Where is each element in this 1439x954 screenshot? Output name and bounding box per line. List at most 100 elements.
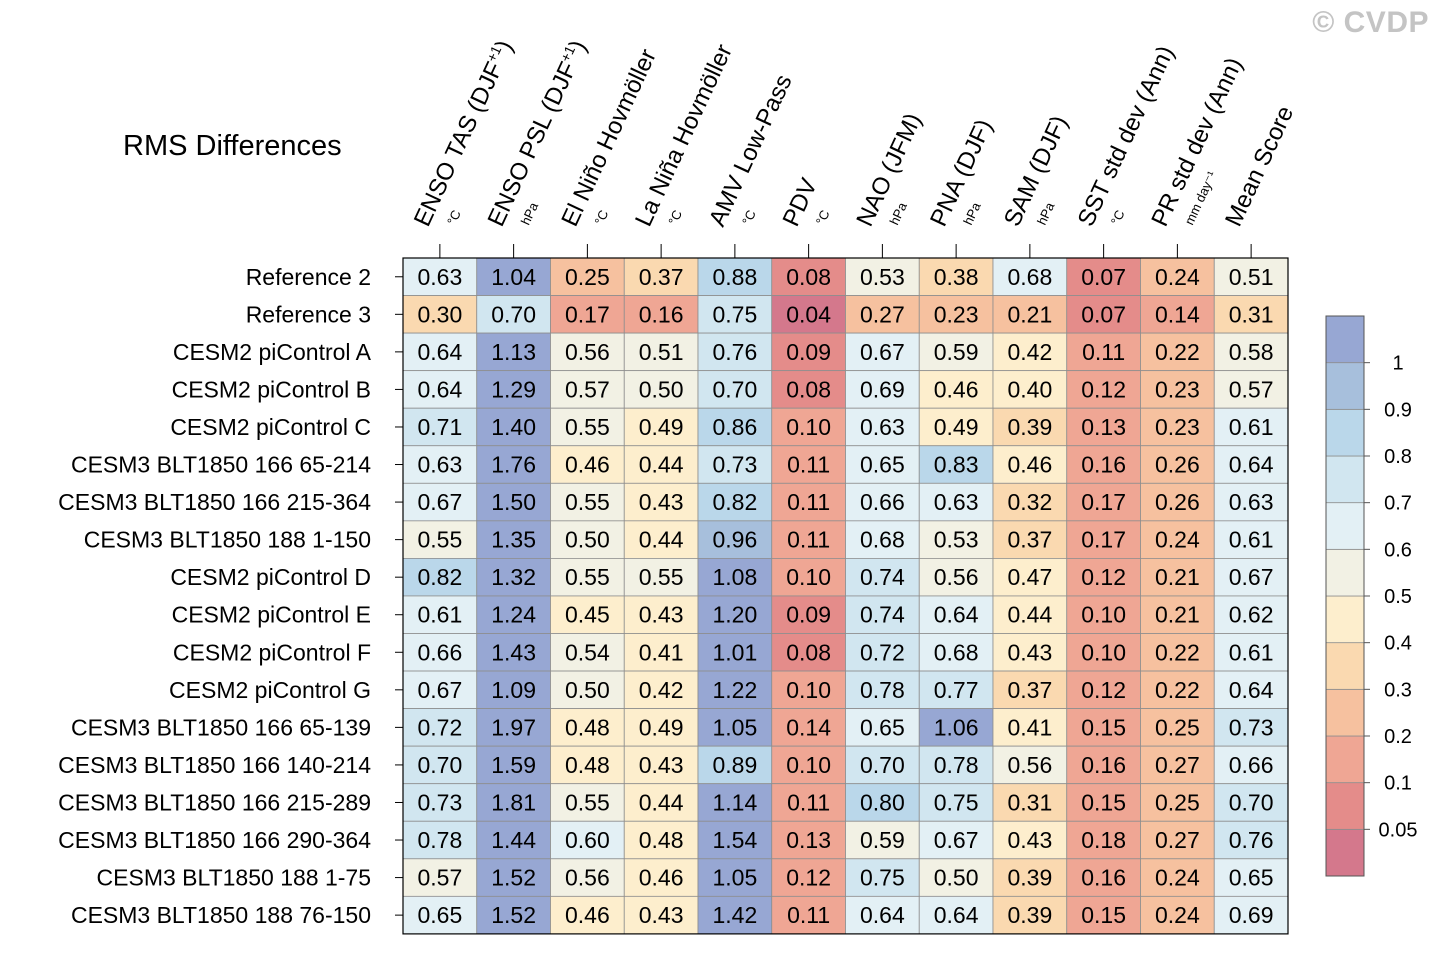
heatmap-cell — [1066, 895, 1141, 935]
heatmap-cell — [1066, 858, 1141, 897]
cell-value: 0.27 — [1155, 752, 1200, 778]
heatmap-cell — [918, 445, 994, 484]
heatmap-cell — [697, 295, 773, 334]
row-label: CESM3 BLT1850 166 215-289 — [58, 789, 371, 815]
heatmap-cell — [771, 370, 846, 409]
heatmap-cell — [992, 820, 1068, 860]
heatmap-cell — [402, 633, 478, 672]
heatmap-cell — [1066, 257, 1141, 296]
colorbar-swatch — [1325, 642, 1365, 690]
colorbar-swatch — [1325, 548, 1365, 597]
cell-value: 0.53 — [860, 264, 905, 290]
cell-value: 0.64 — [860, 902, 905, 928]
cell-value: 0.60 — [565, 827, 610, 853]
cell-value: 0.73 — [712, 452, 757, 478]
cell-value: 0.10 — [786, 564, 831, 590]
cell-value: 0.73 — [1229, 714, 1274, 740]
cell-value: 1.54 — [712, 827, 757, 853]
colorbar-label: 0.4 — [1384, 633, 1412, 655]
cell-value: 0.75 — [860, 865, 905, 891]
heatmap-cell — [697, 820, 773, 860]
heatmap-cell — [771, 257, 846, 296]
cell-value: 0.78 — [860, 677, 905, 703]
cell-value: 0.63 — [1229, 489, 1274, 515]
heatmap-cell — [476, 520, 551, 559]
heatmap-cell — [476, 820, 551, 860]
cell-value: 0.57 — [417, 865, 462, 891]
chart-title: RMS Differences — [123, 130, 342, 162]
cell-value: 0.54 — [565, 639, 610, 665]
cell-value: 0.44 — [639, 789, 684, 815]
heatmap-cell — [1066, 708, 1141, 747]
heatmap-cell — [1140, 445, 1215, 484]
cell-value: 0.69 — [860, 376, 905, 402]
heatmap-cell — [697, 257, 773, 296]
cell-value: 0.86 — [712, 414, 757, 440]
heatmap-cell — [1213, 445, 1289, 484]
cell-value: 1.20 — [712, 602, 757, 628]
heatmap-cell — [623, 595, 699, 634]
heatmap-cell — [476, 295, 551, 334]
cell-value: 1.22 — [712, 677, 757, 703]
cell-value: 0.56 — [1007, 752, 1052, 778]
heatmap-cell — [402, 295, 478, 334]
colorbar-label: 0.9 — [1384, 399, 1412, 421]
cell-value: 0.43 — [1007, 827, 1052, 853]
cell-value: 0.66 — [417, 639, 462, 665]
heatmap-cell — [402, 708, 478, 747]
column-label: Mean Score — [1220, 102, 1299, 231]
row-label: CESM3 BLT1850 166 215-364 — [58, 489, 371, 515]
cell-value: 1.04 — [491, 264, 536, 290]
cell-value: 1.52 — [491, 902, 536, 928]
cell-value: 0.78 — [934, 752, 979, 778]
heatmap-cell — [845, 708, 920, 747]
heatmap-cell — [1213, 520, 1289, 559]
cell-value: 1.97 — [491, 714, 536, 740]
heatmap-cell — [845, 895, 920, 935]
cell-value: 0.08 — [786, 376, 831, 402]
cell-value: 1.13 — [491, 339, 536, 365]
heatmap-cell — [402, 820, 478, 860]
cell-value: 0.68 — [860, 527, 905, 553]
heatmap-cell — [918, 332, 994, 372]
cell-value: 0.11 — [787, 452, 830, 478]
cell-value: 0.82 — [712, 489, 757, 515]
cell-value: 0.43 — [639, 602, 684, 628]
cell-value-labels: 0.63 1.04 0.25 0.37 0.88 0.08 0.53 0.38 0.68 0.07… — [417, 264, 1273, 928]
cell-value: 0.16 — [1081, 452, 1126, 478]
cell-value: 0.88 — [712, 264, 757, 290]
heatmap-cell — [1213, 407, 1289, 447]
heatmap-cell — [1213, 332, 1289, 372]
cell-value: 0.09 — [786, 339, 831, 365]
column-unit: °C — [591, 208, 611, 228]
cell-value: 0.17 — [1081, 489, 1126, 515]
cell-value: 0.32 — [1007, 489, 1052, 515]
column-unit: °C — [813, 208, 833, 228]
heatmap-cell — [550, 482, 625, 522]
heatmap-cell — [992, 895, 1068, 935]
cell-value: 0.48 — [565, 714, 610, 740]
heatmap-cell — [623, 708, 699, 747]
cell-value: 0.55 — [565, 789, 610, 815]
cell-value: 0.39 — [1007, 865, 1052, 891]
cell-value: 0.25 — [1155, 789, 1200, 815]
cell-value: 0.21 — [1007, 301, 1052, 327]
cell-value: 0.31 — [1229, 301, 1274, 327]
cell-value: 0.61 — [417, 602, 462, 628]
cvdp-watermark: © CVDP — [1312, 6, 1429, 39]
heatmap-cell — [845, 332, 920, 372]
heatmap-cell — [771, 407, 846, 447]
cell-value: 0.59 — [860, 827, 905, 853]
heatmap-cell — [1213, 482, 1289, 522]
column-unit: hPa — [886, 199, 910, 227]
cell-value: 0.27 — [860, 301, 905, 327]
colorbar-label: 0.05 — [1379, 819, 1418, 841]
cell-value: 0.62 — [1229, 602, 1274, 628]
cell-value: 0.07 — [1081, 264, 1126, 290]
cell-value: 1.76 — [491, 452, 536, 478]
heatmap-cell — [697, 745, 773, 785]
colorbar-swatch — [1325, 315, 1365, 364]
heatmap-border — [402, 257, 1289, 935]
cell-value: 0.27 — [1155, 827, 1200, 853]
cell-value: 0.70 — [860, 752, 905, 778]
